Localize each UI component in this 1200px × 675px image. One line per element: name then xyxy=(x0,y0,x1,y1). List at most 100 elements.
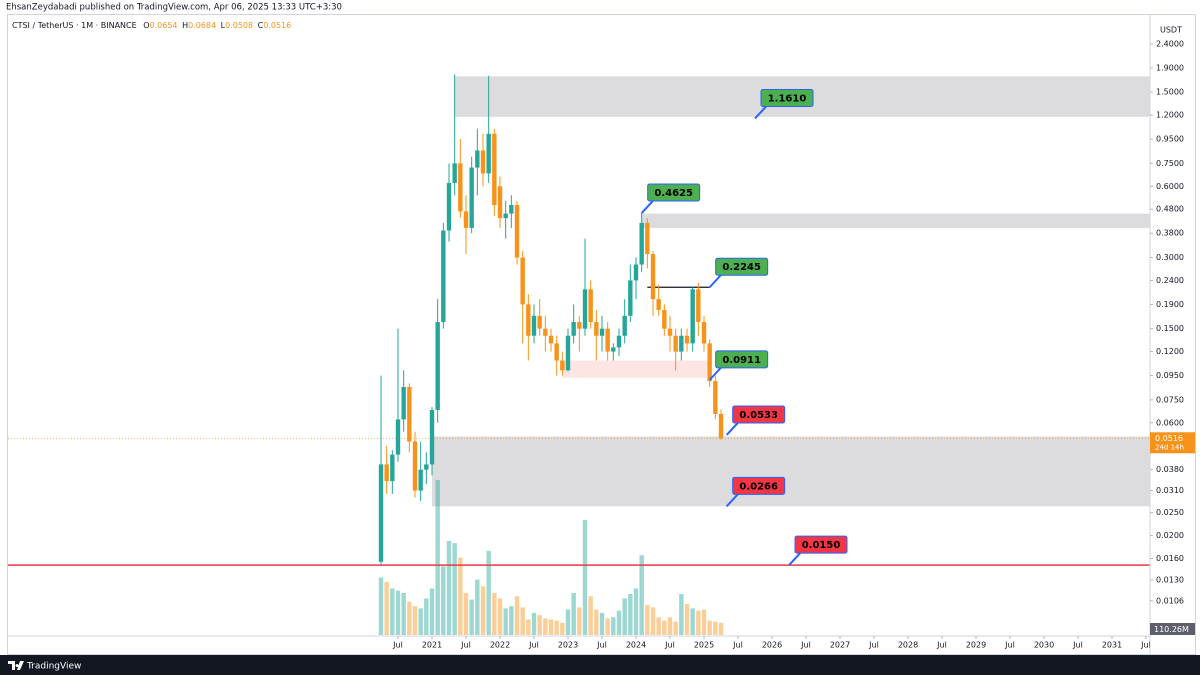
annotation-box xyxy=(647,183,701,202)
candle-body xyxy=(509,205,514,214)
y-tick-label: 0.3800 xyxy=(1156,229,1184,238)
x-tick-label: 2022 xyxy=(490,641,510,650)
y-tick-label: 1.5000 xyxy=(1156,88,1184,97)
volume-bar xyxy=(684,604,690,635)
candle-body xyxy=(429,409,435,465)
volume-bar xyxy=(560,622,565,635)
candle-body xyxy=(701,322,707,344)
candle-body xyxy=(650,254,656,300)
volume-bar xyxy=(599,612,605,635)
legend: CTSI / TetherUS · 1M · BINANCE O0.0654 H… xyxy=(12,21,291,30)
candle-body xyxy=(622,315,627,336)
y-tick-label: 0.0310 xyxy=(1156,486,1184,495)
volume-bar xyxy=(480,586,486,635)
candle-body xyxy=(441,230,446,323)
legend-symbol: CTSI / TetherUS · 1M · BINANCE xyxy=(12,21,137,30)
y-tick-label: 0.0130 xyxy=(1156,575,1184,584)
candle-body xyxy=(492,133,497,206)
y-tick-label: 0.0160 xyxy=(1156,554,1184,563)
volume-bar xyxy=(412,606,418,635)
volume-bar xyxy=(520,607,525,635)
volume-bar xyxy=(707,620,712,635)
candle-body xyxy=(463,211,469,228)
candle-body xyxy=(514,205,520,258)
annotation-box xyxy=(760,88,814,107)
candle-body xyxy=(639,222,644,265)
chart-frame xyxy=(7,14,1196,655)
volume-bar xyxy=(418,608,423,635)
volume-bar xyxy=(639,555,644,635)
volume-bar xyxy=(475,579,480,635)
candle-body xyxy=(605,328,610,352)
y-tick-label: 0.6000 xyxy=(1156,182,1184,191)
annotation-label: 0.0266 xyxy=(739,481,778,492)
volume-bar xyxy=(390,588,395,635)
candle-body xyxy=(401,387,406,420)
x-tick-label: 2029 xyxy=(966,641,986,650)
candle-body xyxy=(565,335,571,371)
candle-body xyxy=(718,413,724,439)
volume-bar xyxy=(582,519,588,635)
candle-body xyxy=(662,309,667,329)
candle-body xyxy=(537,315,542,329)
annotation-label: 0.0911 xyxy=(722,355,761,366)
volume-bar xyxy=(622,598,627,635)
plot-area: 1.1610 0.4625 0.2245 0.0911 0.0533 0.0266 0.01… xyxy=(8,74,1150,635)
volume-label-box xyxy=(1150,623,1195,635)
volume-bar xyxy=(492,592,497,635)
x-tick-label: Jul xyxy=(868,641,879,650)
candle-body xyxy=(469,167,474,228)
volume-bar xyxy=(469,599,474,635)
time-axis: Jul 2021 Jul 2022 Jul 2023 Jul 2024 Jul 2025 Jul 20… xyxy=(392,636,1150,650)
legend-key: L xyxy=(221,21,226,30)
volume-bar xyxy=(588,596,593,635)
y-tick-label: 0.0200 xyxy=(1156,531,1184,540)
volume-bar xyxy=(616,610,622,635)
annotation-pointer xyxy=(788,551,802,566)
volume-bar xyxy=(577,607,582,635)
volume-bar xyxy=(526,619,531,635)
candle-body xyxy=(395,419,401,455)
annotation-pointer xyxy=(725,492,740,508)
candle-body xyxy=(599,328,605,336)
y-tick-label: 0.3000 xyxy=(1156,253,1184,262)
legend-key: H xyxy=(182,21,188,30)
y-tick-label: 1.9000 xyxy=(1156,63,1184,72)
price-axis-panel xyxy=(1150,15,1195,654)
candle-body xyxy=(560,360,565,371)
x-tick-label: Jul xyxy=(732,641,743,650)
y-tick-label: 0.7500 xyxy=(1156,159,1184,168)
volume-bar xyxy=(718,622,724,635)
annotation-box xyxy=(715,257,769,276)
volume-bar xyxy=(611,617,616,635)
y-tick-label: 2.4000 xyxy=(1156,39,1184,48)
legend-value: 0.0508 xyxy=(225,21,253,30)
candle-body xyxy=(475,150,480,168)
legend-value: 0.0684 xyxy=(188,21,216,30)
volume-bar xyxy=(429,588,435,635)
volume-bar xyxy=(441,566,446,635)
volume-bar xyxy=(690,608,695,635)
x-tick-label: 2030 xyxy=(1034,641,1054,650)
annotation-box xyxy=(732,405,786,424)
volume-bar xyxy=(645,605,650,635)
volume-bar xyxy=(605,618,610,635)
annotation-label: 0.4625 xyxy=(654,188,693,199)
zone xyxy=(641,213,1150,228)
legend-value: 0.0654 xyxy=(150,21,178,30)
volume-bar xyxy=(673,621,678,635)
annotation-box xyxy=(715,350,769,369)
candle-body xyxy=(656,299,661,310)
annotation-pointer xyxy=(708,366,723,381)
volume-bar xyxy=(701,609,707,635)
candle-body xyxy=(684,335,690,344)
y-axis-label: USDT xyxy=(1160,26,1182,35)
annotation-pointer xyxy=(725,421,740,436)
y-tick-label: 0.0250 xyxy=(1156,508,1184,517)
candle-body xyxy=(424,464,429,470)
candle-body xyxy=(458,163,463,212)
candle-body xyxy=(690,289,695,344)
x-tick-label: Jul xyxy=(460,641,471,650)
x-tick-label: Jul xyxy=(392,641,403,650)
volume-bar xyxy=(531,612,537,635)
